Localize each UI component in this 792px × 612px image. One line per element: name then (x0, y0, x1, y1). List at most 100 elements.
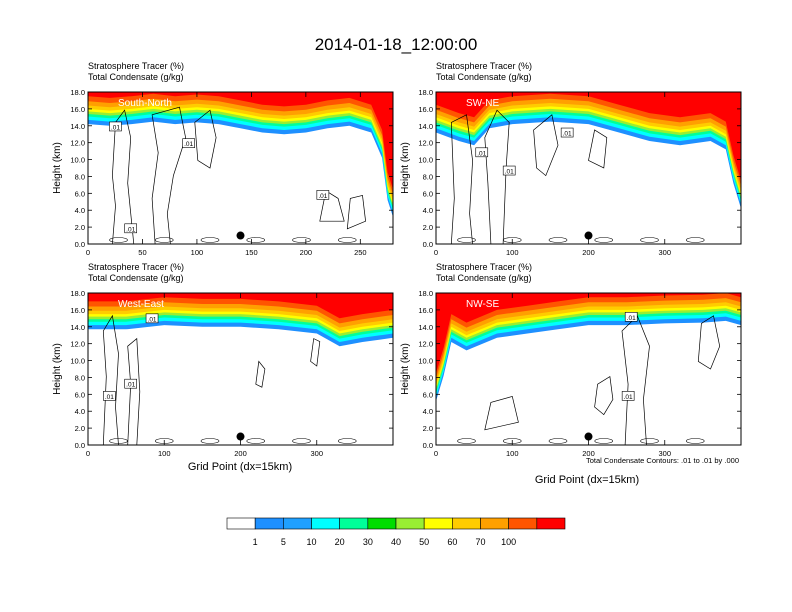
panel-nw-se: .01 .01 NW-SE 0.0 2.0 4.0 6.0 8.0 10.0 12.0 14.0 16… (400, 262, 742, 458)
colorbar-label: 1 (253, 537, 258, 547)
condensate-contour (594, 237, 614, 243)
colorbar: 1 5 10 20 30 40 50 60 70 100 (226, 517, 566, 547)
condensate-contour (533, 114, 559, 177)
fill-field-title: Stratosphere Tracer (%) (436, 262, 532, 272)
colorbar-label: 50 (419, 537, 429, 547)
x-tick-label: 250 (354, 248, 367, 257)
fill-field-title: Stratosphere Tracer (%) (88, 262, 184, 272)
contour-field-title: Total Condensate (g/kg) (436, 72, 532, 82)
condensate-contour (200, 438, 220, 444)
panels: .01 .01 .01 .01 South-North 0.0 2.0 4.0 6.0 8.0 10… (52, 61, 742, 458)
contour-label: .01 (563, 131, 572, 138)
plot-area: .01 .01 .01 .01 (88, 92, 393, 244)
plot-area: .01 .01 .01 (88, 293, 393, 445)
colorbar-label: 5 (281, 537, 286, 547)
condensate-contour (112, 109, 135, 244)
contour-label: .01 (148, 316, 157, 323)
x-tick-label: 200 (582, 449, 595, 458)
location-marker (236, 432, 245, 441)
x-tick-label: 0 (434, 449, 438, 458)
colorbar-label: 20 (335, 537, 345, 547)
contour-info-text: Total Condensate Contours: .01 to .01 by… (586, 456, 739, 465)
contour-label-box (124, 378, 137, 389)
condensate-contour (640, 237, 659, 243)
y-tick-label: 14.0 (70, 323, 85, 332)
colorbar-label: 40 (391, 537, 401, 547)
y-tick-label: 10.0 (418, 357, 433, 366)
y-tick-label: 8.0 (75, 172, 85, 181)
x-tick-label: 200 (234, 449, 247, 458)
tracer-band-8 (88, 293, 393, 319)
contour-label-box (502, 165, 516, 176)
y-tick-label: 16.0 (70, 306, 85, 315)
condensate-contour (255, 360, 266, 388)
y-tick-label: 2.0 (423, 223, 433, 232)
y-tick-label: 8.0 (423, 172, 433, 181)
condensate-contour (337, 237, 357, 243)
x-tick-label: 300 (658, 449, 671, 458)
condensate-contour (685, 438, 705, 444)
colorbar-swatch (452, 517, 481, 530)
panel-label: SW-NE (466, 98, 499, 109)
x-tick-label: 200 (300, 248, 313, 257)
contour-label-box (316, 190, 330, 200)
y-tick-label: 18.0 (70, 88, 85, 97)
contour-label-box (182, 138, 195, 148)
condensate-contour (588, 129, 608, 169)
condensate-contour (292, 237, 311, 243)
x-tick-label: 0 (434, 248, 438, 257)
y-tick-label: 10.0 (418, 156, 433, 165)
y-tick-label: 16.0 (418, 105, 433, 114)
figure-title: 2014-01-18_12:00:00 (315, 35, 478, 54)
tracer-band-6 (436, 293, 741, 383)
contour-field-title: Total Condensate (g/kg) (88, 273, 184, 283)
y-tick-label: 12.0 (70, 340, 85, 349)
condensate-contour (685, 237, 705, 243)
contour-field-title: Total Condensate (g/kg) (88, 72, 184, 82)
tracer-band-7 (436, 92, 741, 186)
contour-label-box (621, 391, 635, 401)
condensate-contour (640, 438, 659, 444)
contour-label-box (624, 312, 638, 322)
location-marker (584, 432, 593, 441)
condensate-contour (697, 315, 721, 370)
panel-label: South-North (118, 98, 172, 109)
tracer-band-8 (88, 92, 393, 190)
y-tick-label: 18.0 (418, 88, 433, 97)
x-tick-label: 100 (158, 449, 171, 458)
y-tick-label: 6.0 (423, 390, 433, 399)
condensate-contour (310, 338, 321, 367)
condensate-contour (127, 337, 141, 445)
contour-label: .01 (126, 226, 135, 233)
colorbar-label: 60 (447, 537, 457, 547)
colorbar-label: 10 (306, 537, 316, 547)
condensate-contour (450, 114, 473, 244)
y-tick-label: 0.0 (423, 240, 433, 249)
x-tick-label: 200 (582, 248, 595, 257)
y-tick-label: 6.0 (75, 390, 85, 399)
panel-west-east: .01 .01 .01 West-East 0.0 2.0 4.0 6.0 8.0 10.0 12.… (52, 262, 394, 458)
y-tick-label: 4.0 (75, 407, 85, 416)
condensate-contour (200, 237, 220, 243)
colorbar-swatch (254, 517, 284, 530)
colorbar-label: 70 (475, 537, 485, 547)
condensate-contour (246, 237, 266, 243)
x-tick-label: 100 (506, 449, 519, 458)
panel-label: NW-SE (466, 299, 499, 310)
panel-south-north: .01 .01 .01 .01 South-North 0.0 2.0 4.0 6.0 8.0 10… (52, 61, 394, 257)
condensate-contour (548, 438, 568, 444)
condensate-contour (346, 194, 366, 230)
x-axis-label-bottom-right: Grid Point (dx=15km) (535, 474, 639, 486)
x-tick-label: 300 (658, 248, 671, 257)
condensate-contour (151, 106, 186, 244)
contour-label: .01 (111, 124, 120, 131)
y-tick-label: 12.0 (418, 340, 433, 349)
contour-field-title: Total Condensate (g/kg) (436, 273, 532, 283)
x-tick-label: 100 (191, 248, 204, 257)
panel-sw-ne: .01 .01 .01 SW-NE 0.0 2.0 4.0 6.0 8.0 10.0 12.0 14.… (400, 61, 742, 257)
y-tick-label: 0.0 (75, 240, 85, 249)
contour-label-box (560, 127, 574, 138)
contour-label-box (475, 147, 489, 158)
condensate-contour (337, 438, 357, 444)
colorbar-swatch (536, 517, 566, 530)
